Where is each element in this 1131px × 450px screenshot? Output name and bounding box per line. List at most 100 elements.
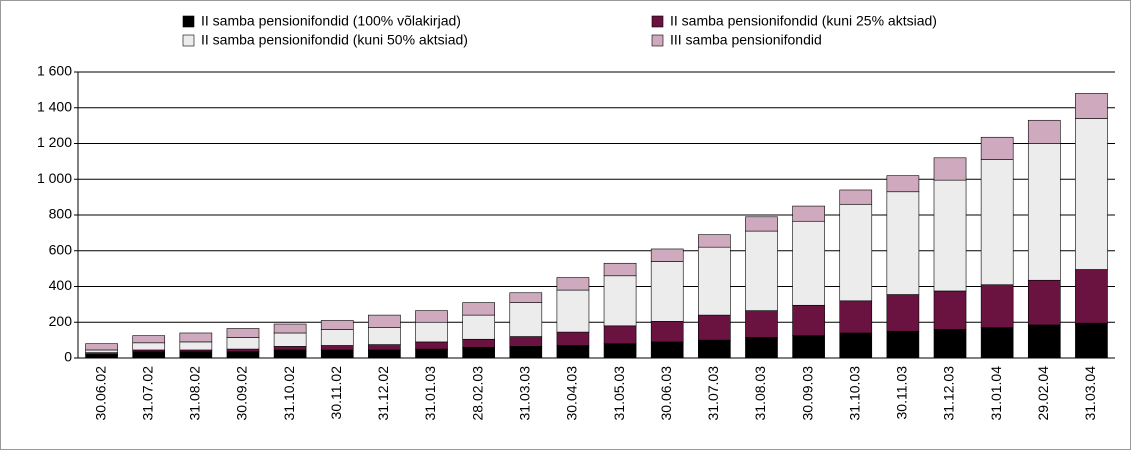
bar-segment (933, 179, 967, 292)
bar-segment (226, 348, 260, 353)
legend-swatch (182, 15, 195, 28)
bar-segment (368, 344, 401, 351)
bar-segment (933, 329, 967, 359)
y-tick-label: 800 (49, 206, 73, 222)
bar-segment (886, 175, 920, 193)
bar-segment (650, 261, 684, 322)
bar-segment (556, 277, 590, 291)
bar-segment (226, 351, 260, 359)
bar-segment (556, 331, 590, 346)
bar-segment (179, 351, 213, 359)
legend-swatch (182, 34, 195, 47)
bar-segment (980, 284, 1014, 328)
bar-segment (603, 262, 637, 277)
y-tick-label: 1 200 (37, 134, 72, 150)
bar-segment (509, 292, 543, 303)
bar-segment (886, 330, 920, 359)
bar-segment (1075, 118, 1108, 270)
bar-segment (415, 321, 448, 343)
bar-segment (698, 314, 731, 341)
bar-segment (603, 325, 637, 345)
bar-segment (839, 300, 873, 334)
x-tick-label: 30.09.02 (234, 366, 250, 421)
bar-segment (698, 246, 731, 316)
bar-segment (509, 302, 543, 337)
y-tick-label: 400 (49, 277, 73, 293)
x-tick-label: 31.01.03 (422, 366, 438, 421)
bar-segment (85, 354, 118, 359)
x-tick-label: 31.08.02 (187, 366, 203, 421)
bar-segment (745, 310, 778, 338)
bar-segment (745, 337, 778, 359)
y-tick-label: 200 (49, 313, 73, 329)
bar-segment (556, 289, 590, 333)
bar-segment (1027, 279, 1061, 326)
bar-segment (509, 346, 543, 359)
bar-segment (368, 327, 401, 345)
bar-segment (132, 342, 166, 351)
bar-segment (839, 203, 873, 302)
bar-segment (179, 332, 213, 343)
bar-segment (1027, 119, 1061, 144)
bar-segment (1075, 322, 1108, 359)
bar-segment (415, 310, 448, 323)
x-tick-label: 31.12.02 (375, 366, 391, 421)
bar-segment (273, 332, 307, 347)
bar-segment (1075, 269, 1108, 324)
bar-segment (886, 191, 920, 295)
y-tick-label: 1 000 (37, 170, 72, 186)
bar-segment (698, 339, 731, 359)
bar-segment (698, 234, 731, 248)
x-tick-label: 28.02.03 (469, 366, 485, 421)
bar-segment (1027, 143, 1061, 281)
bar-segment (556, 345, 590, 359)
x-tick-label: 30.09.03 (799, 366, 815, 421)
bar-segment (650, 248, 684, 262)
y-tick-label: 1 400 (37, 98, 72, 114)
x-tick-label: 31.03.03 (516, 366, 532, 421)
bar-segment (85, 349, 118, 353)
bar-segment (368, 349, 401, 359)
y-tick-label: 0 (64, 349, 72, 365)
bar-segment (650, 321, 684, 343)
bar-segment (320, 349, 354, 359)
bar-segment (980, 159, 1014, 286)
x-tick-label: 31.10.03 (846, 366, 862, 421)
legend-swatch (651, 34, 664, 47)
bar-segment (792, 304, 825, 336)
bar-segment (85, 343, 118, 351)
bar-segment (745, 216, 778, 232)
bar-segment (1075, 93, 1108, 119)
bar-segment (320, 320, 354, 330)
x-tick-label: 31.12.03 (941, 366, 957, 421)
bar-segment (792, 205, 825, 222)
bar-segment (603, 343, 637, 359)
x-tick-label: 31.01.04 (988, 366, 1004, 421)
x-tick-label: 31.08.03 (752, 366, 768, 421)
bar-segment (933, 290, 967, 330)
bar-segment (462, 302, 495, 316)
bar-segment (462, 346, 495, 359)
x-tick-label: 30.06.03 (658, 366, 674, 421)
x-tick-label: 30.11.02 (328, 366, 344, 420)
bar-segment (839, 332, 873, 359)
bar-segment (839, 189, 873, 205)
bar-segment (980, 327, 1014, 359)
legend-swatch (651, 15, 664, 28)
bar-segment (886, 294, 920, 332)
bar-segment (368, 314, 401, 328)
bar-segment (933, 157, 967, 181)
bar-segment (792, 220, 825, 306)
bar-segment (273, 323, 307, 334)
bar-segment (132, 335, 166, 344)
bar-segment (226, 337, 260, 350)
y-tick-label: 600 (49, 241, 73, 257)
x-tick-label: 30.11.03 (894, 366, 910, 420)
x-tick-label: 30.04.03 (564, 366, 580, 421)
x-tick-label: 30.06.02 (92, 366, 108, 421)
legend-label: II samba pensionifondid (kuni 25% aktsia… (670, 13, 937, 29)
x-tick-label: 29.02.04 (1035, 366, 1051, 421)
bar-segment (273, 349, 307, 359)
x-tick-label: 31.07.02 (139, 366, 155, 421)
bar-segment (226, 328, 260, 338)
